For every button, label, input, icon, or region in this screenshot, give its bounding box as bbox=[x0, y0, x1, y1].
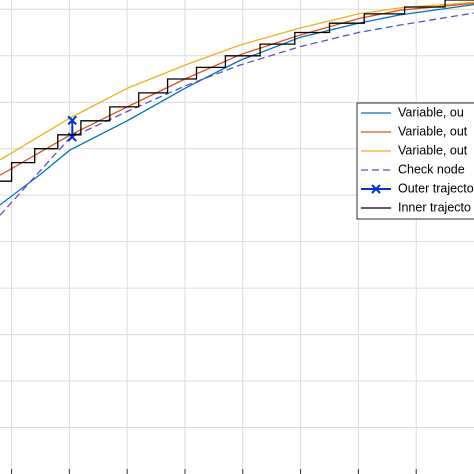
point-marker bbox=[67, 115, 77, 126]
series-line bbox=[0, 1, 474, 161]
legend-label: Variable, out bbox=[398, 143, 468, 157]
series-line bbox=[0, 0, 474, 182]
series-line bbox=[0, 2, 474, 176]
legend-label: Variable, out bbox=[398, 124, 468, 138]
series-line bbox=[0, 12, 474, 216]
legend-label: Variable, ou bbox=[398, 105, 464, 119]
legend-marker bbox=[371, 184, 381, 194]
series-line bbox=[0, 3, 474, 206]
legend-label: Check node bbox=[398, 162, 465, 176]
legend-label: Inner trajecto bbox=[398, 200, 471, 214]
legend-box bbox=[356, 102, 474, 220]
legend-label: Outer trajecto bbox=[398, 181, 474, 195]
